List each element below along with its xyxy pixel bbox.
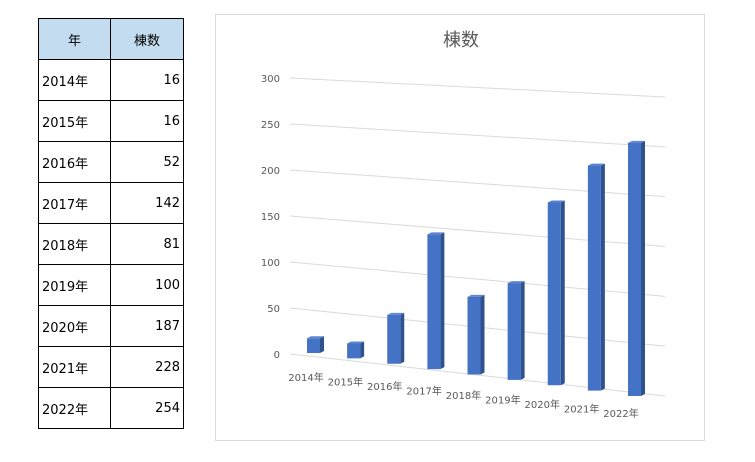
cell-count: 187 bbox=[110, 305, 184, 347]
bar bbox=[427, 232, 445, 370]
header-count: 棟数 bbox=[110, 18, 184, 60]
bar-top bbox=[547, 200, 565, 203]
y-tick-label: 300 bbox=[261, 74, 280, 85]
table-row: 2019年 100 bbox=[38, 264, 184, 306]
cell-count: 142 bbox=[110, 182, 184, 224]
gridline bbox=[289, 261, 666, 297]
x-tick-label: 2019年 bbox=[485, 394, 520, 407]
bar bbox=[467, 294, 485, 375]
table-row: 2017年 142 bbox=[38, 182, 184, 224]
bar-side bbox=[400, 312, 405, 364]
x-axis: 2014年 2015年 2016年 2017年 2018年 2019年 2020年 2021年… bbox=[288, 371, 638, 420]
x-tick-label: 2021年 bbox=[564, 403, 599, 416]
cell-count: 16 bbox=[110, 100, 184, 142]
bar-side bbox=[641, 140, 645, 396]
gridline bbox=[289, 123, 666, 148]
bar-top bbox=[507, 281, 525, 284]
bar-top bbox=[467, 294, 485, 297]
cell-count: 81 bbox=[110, 223, 184, 265]
bar-front bbox=[547, 202, 561, 386]
x-tick-label: 2015年 bbox=[328, 376, 363, 389]
chart-area: 棟数 0 50 100 150 200 250 300 2014年 2015年 2016年 201… bbox=[215, 14, 705, 441]
bar-front bbox=[387, 314, 401, 364]
x-tick-label: 2022年 bbox=[603, 407, 638, 420]
x-tick-label: 2020年 bbox=[525, 398, 560, 411]
y-tick-label: 250 bbox=[261, 120, 280, 131]
table-row: 2016年 52 bbox=[38, 141, 184, 183]
y-tick-label: 200 bbox=[261, 166, 280, 177]
bar-side bbox=[360, 341, 365, 359]
table-header-row: 年 棟数 bbox=[38, 18, 184, 60]
bar bbox=[387, 312, 405, 364]
cell-year: 2019年 bbox=[38, 264, 111, 306]
bar-side bbox=[320, 336, 324, 353]
x-tick-label: 2016年 bbox=[367, 380, 402, 393]
table-row: 2022年 254 bbox=[38, 387, 184, 429]
bar-front bbox=[427, 234, 441, 370]
bar-front bbox=[347, 343, 361, 359]
bar bbox=[507, 281, 525, 380]
bar bbox=[547, 200, 565, 386]
bar-side bbox=[560, 200, 565, 386]
y-tick-label: 0 bbox=[274, 350, 280, 361]
bar-front bbox=[467, 296, 481, 375]
gridlines bbox=[289, 77, 666, 397]
bar-front bbox=[628, 142, 641, 396]
cell-count: 52 bbox=[110, 141, 184, 183]
bar-top bbox=[587, 163, 605, 166]
bar-top bbox=[427, 232, 445, 235]
cell-count: 254 bbox=[110, 387, 184, 429]
y-tick-label: 50 bbox=[267, 304, 280, 315]
cell-count: 228 bbox=[110, 346, 184, 388]
bar-top bbox=[387, 312, 405, 315]
cell-year: 2018年 bbox=[38, 223, 111, 265]
cell-year: 2022年 bbox=[38, 387, 111, 429]
bar bbox=[628, 140, 645, 396]
gridline bbox=[289, 169, 666, 198]
y-tick-label: 100 bbox=[261, 258, 280, 269]
cell-count: 16 bbox=[110, 59, 184, 101]
bars bbox=[307, 140, 645, 396]
gridline bbox=[289, 77, 666, 98]
chart-title: 棟数 bbox=[443, 30, 479, 51]
table-row: 2020年 187 bbox=[38, 305, 184, 347]
table-row: 2021年 228 bbox=[38, 346, 184, 388]
header-year: 年 bbox=[38, 18, 111, 60]
x-tick-label: 2018年 bbox=[446, 389, 481, 402]
bar-side bbox=[480, 294, 485, 375]
bar-side bbox=[600, 163, 605, 391]
cell-count: 100 bbox=[110, 264, 184, 306]
cell-year: 2020年 bbox=[38, 305, 111, 347]
y-axis: 0 50 100 150 200 250 300 bbox=[261, 74, 280, 361]
x-tick-label: 2014年 bbox=[288, 371, 323, 384]
bar-side bbox=[440, 232, 445, 370]
table-row: 2018年 81 bbox=[38, 223, 184, 265]
table-row: 2015年 16 bbox=[38, 100, 184, 142]
data-table: 年 棟数 2014年 16 2015年 16 2016年 52 2017年 14… bbox=[38, 18, 184, 429]
bar bbox=[347, 341, 365, 359]
bar-front bbox=[587, 165, 601, 391]
bar-side bbox=[520, 281, 525, 380]
bar-top bbox=[307, 336, 324, 339]
gridline bbox=[289, 215, 666, 247]
y-tick-label: 150 bbox=[261, 212, 280, 223]
cell-year: 2016年 bbox=[38, 141, 111, 183]
bar-top bbox=[628, 140, 645, 143]
bar-front bbox=[307, 338, 320, 353]
cell-year: 2017年 bbox=[38, 182, 111, 224]
table-row: 2014年 16 bbox=[38, 59, 184, 101]
bar-front bbox=[507, 283, 521, 380]
cell-year: 2015年 bbox=[38, 100, 111, 142]
bar bbox=[307, 336, 324, 353]
cell-year: 2021年 bbox=[38, 346, 111, 388]
bar-top bbox=[347, 341, 365, 344]
cell-year: 2014年 bbox=[38, 59, 111, 101]
x-tick-label: 2017年 bbox=[406, 385, 441, 398]
bar bbox=[587, 163, 605, 391]
